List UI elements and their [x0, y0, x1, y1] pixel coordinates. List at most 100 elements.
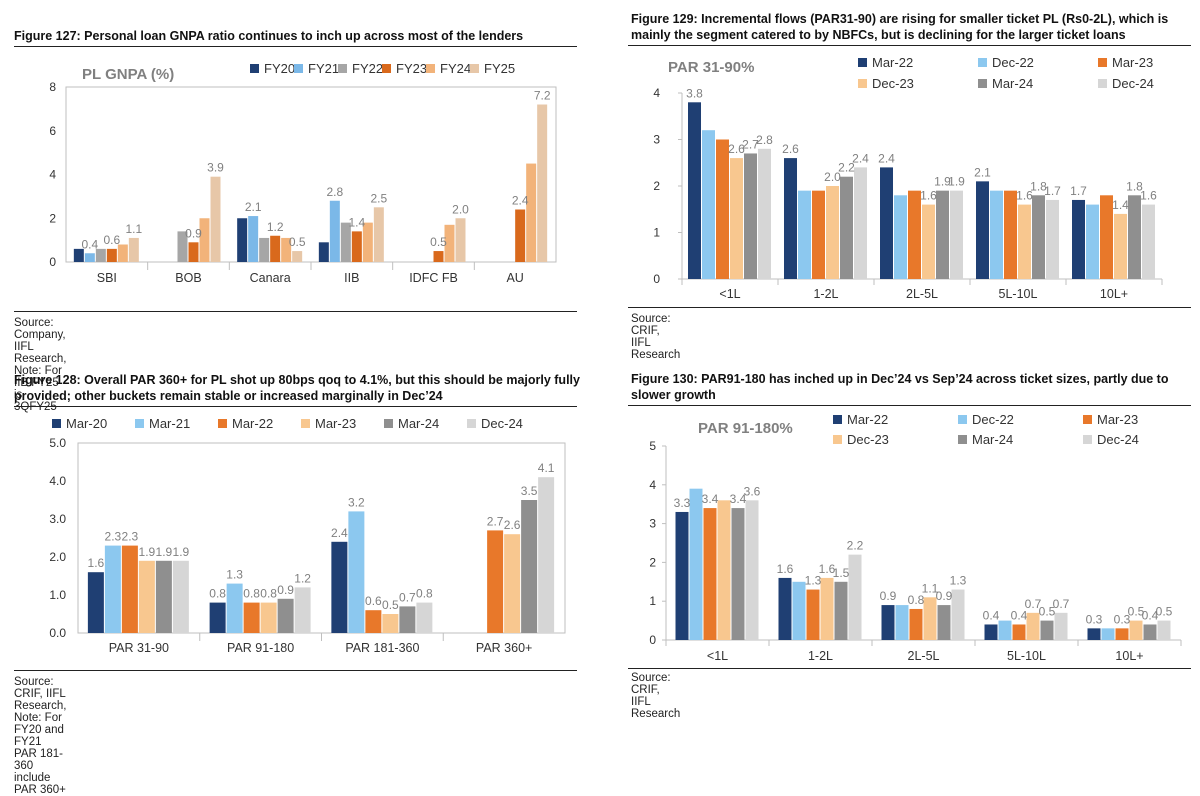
data-label: 2.6 — [728, 142, 745, 156]
bar — [237, 218, 248, 262]
legend-label: Mar-23 — [1097, 412, 1138, 427]
bar — [745, 500, 759, 640]
title-rule — [14, 406, 577, 407]
bar — [172, 560, 189, 633]
category-label: 10L+ — [1100, 287, 1128, 301]
bar — [348, 511, 365, 633]
data-label: 0.5 — [430, 235, 447, 249]
bar — [155, 560, 172, 633]
bar — [1100, 195, 1113, 279]
bar — [117, 244, 128, 262]
bar — [199, 218, 210, 262]
data-label: 3.8 — [686, 86, 703, 100]
data-label: 1.6 — [1140, 189, 1157, 203]
data-label: 0.8 — [416, 587, 433, 601]
bar — [840, 176, 853, 279]
bar — [834, 581, 848, 640]
data-label: 2.3 — [122, 530, 139, 544]
source-rule — [628, 307, 1191, 308]
data-label: 1.8 — [1030, 179, 1047, 193]
data-label: 3.9 — [207, 161, 224, 175]
bar — [812, 190, 825, 279]
bar — [128, 237, 139, 262]
legend-label: Mar-22 — [847, 412, 888, 427]
figure-title: Figure 127: Personal loan GNPA ratio con… — [14, 29, 524, 43]
source-rule — [14, 311, 577, 312]
bar — [433, 251, 444, 262]
data-label: 1.9 — [156, 545, 173, 559]
category-label: 10L+ — [1115, 649, 1143, 663]
legend-label: Mar-22 — [872, 55, 913, 70]
bar — [84, 253, 95, 262]
bar — [688, 102, 701, 279]
bar — [331, 541, 348, 633]
data-label: 2.7 — [742, 137, 759, 151]
chart-gnpa: PL GNPA (%) 0 2 4 6 8 0.4 0.6 1.1 0.9 3.9 2.1 1.2 0.5… — [49, 61, 557, 285]
bar — [138, 560, 155, 633]
data-label: 0.5 — [289, 235, 306, 249]
bar — [106, 248, 117, 262]
bar — [908, 190, 921, 279]
y-tick-label: 5 — [649, 439, 656, 453]
legend-label: Dec-24 — [1097, 432, 1139, 447]
data-label: 1.6 — [819, 562, 836, 576]
legend-label: FY24 — [440, 61, 471, 76]
chart-title: PAR 91-180% — [698, 420, 793, 437]
legend-swatch — [384, 419, 393, 428]
data-label: 1.7 — [1044, 184, 1061, 198]
bar — [351, 231, 362, 262]
bar — [689, 488, 703, 640]
bar — [281, 237, 292, 262]
legend-swatch — [294, 64, 303, 73]
data-label: 2.8 — [756, 133, 773, 147]
data-label: 0.5 — [1128, 605, 1145, 619]
bar — [455, 218, 466, 262]
bar — [1046, 199, 1059, 279]
data-label: 0.6 — [103, 233, 120, 247]
data-label: 0.9 — [277, 583, 294, 597]
bar — [340, 222, 351, 262]
bar — [923, 597, 937, 640]
data-label: 3.6 — [744, 484, 761, 498]
data-label: 1.3 — [226, 568, 243, 582]
bar — [820, 577, 834, 640]
data-label: 0.6 — [365, 594, 382, 608]
data-label: 0.4 — [983, 608, 1000, 622]
bar — [937, 605, 951, 640]
y-tick-label: 2 — [653, 179, 660, 193]
legend-swatch — [470, 64, 479, 73]
legend-swatch — [338, 64, 347, 73]
data-label: 3.4 — [730, 492, 747, 506]
bar — [373, 207, 384, 262]
legend-label: Dec-22 — [972, 412, 1014, 427]
y-tick-label: 4 — [49, 168, 56, 182]
bar — [881, 605, 895, 640]
bar — [778, 577, 792, 640]
legend-label: Mar-24 — [398, 416, 439, 431]
category-label: AU — [506, 271, 523, 285]
category-label: PAR 91-180 — [227, 641, 294, 655]
legend-swatch — [858, 58, 867, 67]
bar — [95, 248, 106, 262]
data-label: 0.7 — [1025, 597, 1042, 611]
bar — [521, 500, 538, 633]
data-label: 2.7 — [487, 514, 504, 528]
data-label: 3.5 — [521, 484, 538, 498]
bar — [984, 624, 998, 640]
data-label: 2.0 — [452, 202, 469, 216]
legend-swatch — [52, 419, 61, 428]
bar — [444, 224, 455, 262]
data-label: 0.9 — [880, 589, 897, 603]
legend-swatch — [250, 64, 259, 73]
legend-swatch — [426, 64, 435, 73]
legend-swatch — [858, 79, 867, 88]
bar — [294, 587, 311, 633]
data-label: 1.7 — [1070, 184, 1087, 198]
figure-source: Source: CRIF, IIFL Research, Note: For F… — [14, 676, 67, 796]
data-label: 0.8 — [209, 587, 226, 601]
bar — [248, 216, 259, 262]
bar — [210, 176, 221, 262]
category-label: 5L-10L — [999, 287, 1038, 301]
legend-label: FY20 — [264, 61, 295, 76]
